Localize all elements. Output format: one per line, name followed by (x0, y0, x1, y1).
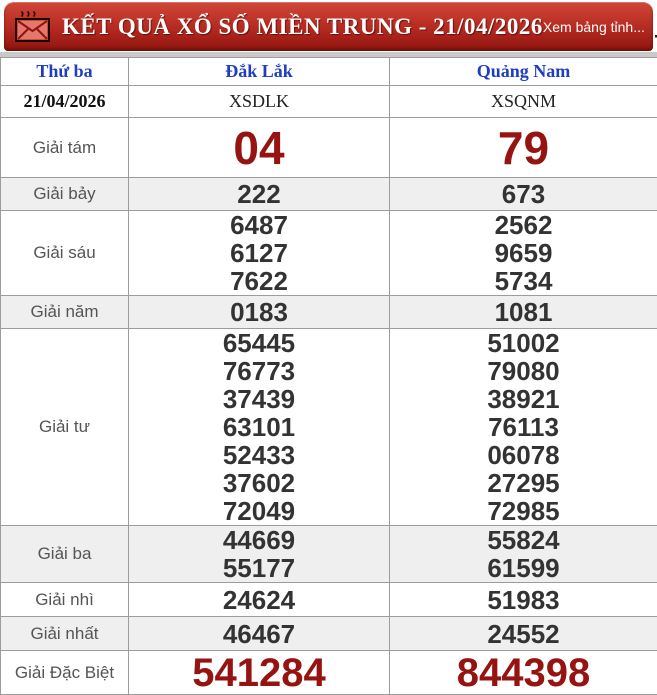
prize-numbers-g8-station1: 04 (129, 118, 390, 178)
prize-number: 76113 (390, 413, 657, 441)
prize-number: 06078 (390, 441, 657, 469)
prize-number: 24624 (129, 586, 389, 614)
prize-number: 27295 (390, 469, 657, 497)
station-code-xsqnm: XSQNM (390, 86, 657, 118)
prize-label-g1: Giải nhất (1, 617, 129, 651)
prize-number: 844398 (390, 652, 657, 694)
envelope-icon (14, 10, 52, 44)
prize-label-g7: Giải bảy (1, 178, 129, 211)
results-table-body: Thứ ba Đắk Lắk Quảng Nam 21/04/2026 XSDL… (1, 58, 657, 695)
day-label[interactable]: Thứ ba (1, 58, 129, 86)
prize-number: 7622 (129, 267, 389, 295)
prize-numbers-g8-station2: 79 (390, 118, 657, 178)
prize-label-g5: Giải năm (1, 296, 129, 329)
prize-numbers-db-station2: 844398 (390, 651, 657, 695)
prize-numbers-g5-station2: 1081 (390, 296, 657, 329)
prize-numbers-g1-station1: 46467 (129, 617, 390, 651)
prize-number: 44669 (129, 526, 389, 554)
prize-number: 55824 (390, 526, 657, 554)
station-name-dak-lak[interactable]: Đắk Lắk (129, 58, 390, 86)
prize-number: 65445 (129, 329, 389, 357)
view-province-table-link[interactable]: Xem bảng tỉnh... (543, 19, 645, 35)
draw-date: 21/04/2026 (1, 86, 129, 118)
prize-number: 72985 (390, 497, 657, 525)
prize-numbers-db-station1: 541284 (129, 651, 390, 695)
prize-number: 79 (390, 123, 657, 173)
prize-number: 2562 (390, 211, 657, 239)
station-code-xsdlk: XSDLK (129, 86, 390, 118)
prize-number: 541284 (129, 652, 389, 694)
prize-number: 51983 (390, 586, 657, 614)
prize-numbers-g1-station2: 24552 (390, 617, 657, 651)
bar-chart-icon[interactable] (653, 15, 657, 39)
prize-number: 72049 (129, 497, 389, 525)
prize-number: 673 (390, 180, 657, 208)
prize-number: 37602 (129, 469, 389, 497)
prize-number: 55177 (129, 554, 389, 582)
prize-number: 5734 (390, 267, 657, 295)
prize-number: 76773 (129, 357, 389, 385)
prize-number: 46467 (129, 620, 389, 648)
prize-number: 52433 (129, 441, 389, 469)
prize-number: 1081 (390, 298, 657, 326)
station-name-quang-nam[interactable]: Quảng Nam (390, 58, 657, 86)
prize-numbers-g7-station2: 673 (390, 178, 657, 211)
day-header-row: Thứ ba Đắk Lắk Quảng Nam (1, 58, 657, 86)
results-table: Thứ ba Đắk Lắk Quảng Nam 21/04/2026 XSDL… (0, 57, 657, 695)
prize-label-g4: Giải tư (1, 329, 129, 526)
prize-number: 6127 (129, 239, 389, 267)
prize-number: 51002 (390, 329, 657, 357)
prize-number: 04 (129, 123, 389, 173)
prize-label-g8: Giải tám (1, 118, 129, 178)
prize-label-g6: Giải sáu (1, 211, 129, 296)
prize-number: 38921 (390, 385, 657, 413)
prize-number: 0183 (129, 298, 389, 326)
prize-label-g2: Giải nhì (1, 583, 129, 617)
date-row: 21/04/2026 XSDLK XSQNM (1, 86, 657, 118)
prize-label-db: Giải Đặc Biệt (1, 651, 129, 695)
prize-number: 79080 (390, 357, 657, 385)
prize-label-g3: Giải ba (1, 526, 129, 583)
prize-numbers-g2-station1: 24624 (129, 583, 390, 617)
prize-number: 222 (129, 180, 389, 208)
prize-number: 63101 (129, 413, 389, 441)
prize-numbers-g5-station1: 0183 (129, 296, 390, 329)
header-bar: KẾT QUẢ XỔ SỐ MIỀN TRUNG - 21/04/2026 Xe… (4, 2, 653, 51)
prize-number: 9659 (390, 239, 657, 267)
prize-number: 61599 (390, 554, 657, 582)
prize-numbers-g7-station1: 222 (129, 178, 390, 211)
prize-numbers-g2-station2: 51983 (390, 583, 657, 617)
prize-number: 37439 (129, 385, 389, 413)
page-title: KẾT QUẢ XỔ SỐ MIỀN TRUNG - 21/04/2026 (62, 14, 543, 40)
prize-number: 6487 (129, 211, 389, 239)
prize-number: 24552 (390, 620, 657, 648)
